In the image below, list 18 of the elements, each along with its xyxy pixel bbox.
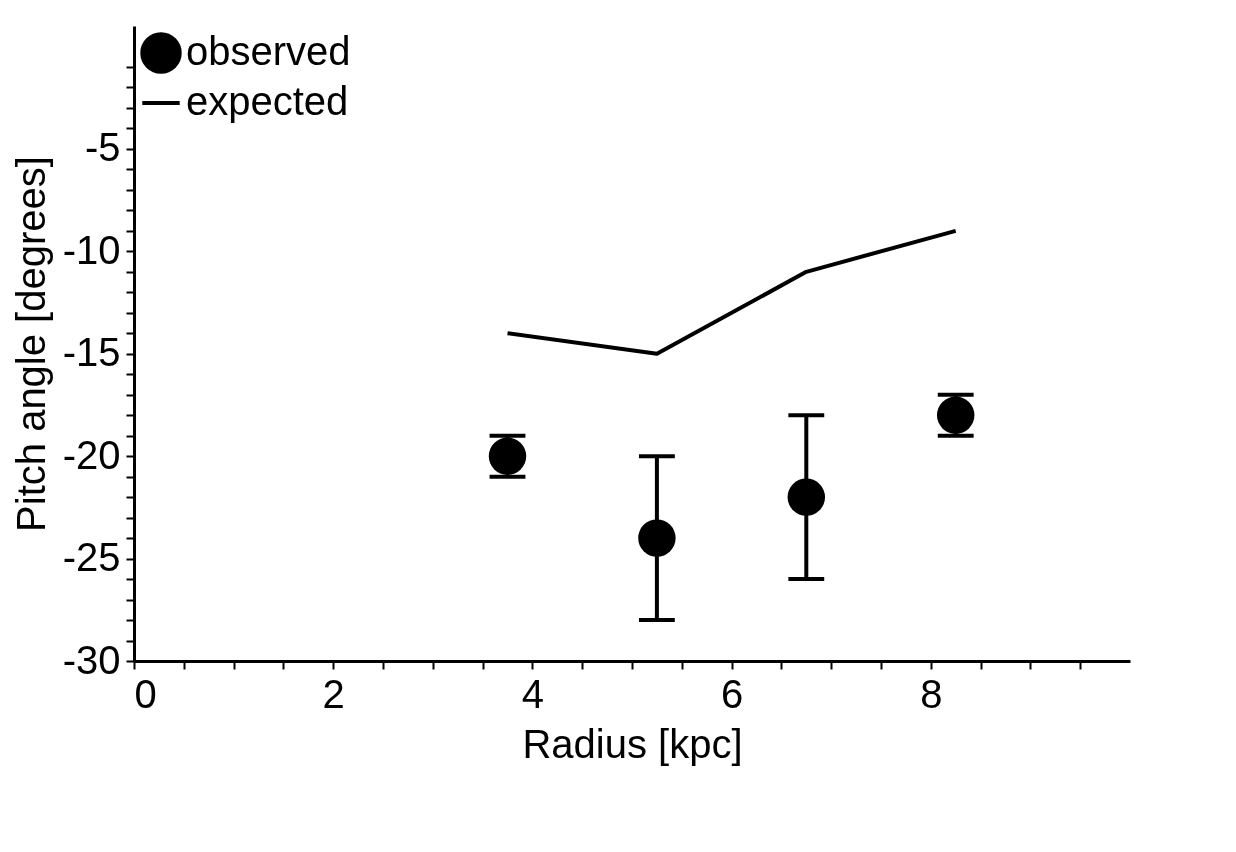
x-tick-label: 0: [134, 671, 157, 716]
legend-label: observed: [186, 29, 351, 73]
y-axis-title: Pitch angle [degrees]: [8, 156, 53, 532]
x-tick-label: 2: [322, 671, 345, 716]
y-tick-label: -15: [62, 330, 121, 375]
x-tick-label: 6: [720, 671, 744, 716]
y-tick-label: -30: [62, 637, 121, 682]
x-tick-label: 8: [920, 671, 943, 716]
y-tick-label: -5: [84, 125, 121, 170]
line-series: [505, 228, 958, 356]
y-tick-label: -20: [62, 432, 121, 477]
x-axis-title: Radius [kpc]: [522, 721, 743, 766]
legend-label: expected: [186, 79, 349, 123]
point: [787, 478, 826, 516]
x-tick-label: 4: [521, 671, 545, 716]
point: [638, 519, 676, 557]
y-tick-label: -10: [62, 227, 121, 272]
y-tick-label: -25: [62, 535, 121, 580]
